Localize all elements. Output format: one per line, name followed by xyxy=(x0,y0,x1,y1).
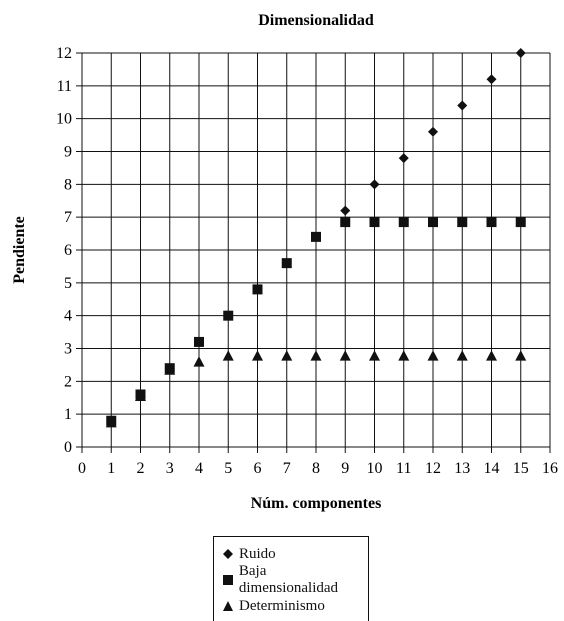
y-axis-label: Pendiente xyxy=(11,216,28,284)
square-marker-baja-dimensionalidad xyxy=(398,217,409,228)
triangle-marker-determinismo xyxy=(135,390,146,402)
triangle-marker-determinismo xyxy=(456,350,468,361)
legend-item-ruido: Ruido xyxy=(222,541,368,567)
x-tick-label: 6 xyxy=(254,460,262,477)
legend: Ruido Baja dimensionalidad Determinismo xyxy=(213,536,369,621)
x-tick-label: 8 xyxy=(312,460,320,477)
triangle-marker-determinismo xyxy=(369,350,380,361)
data-markers xyxy=(105,48,527,428)
x-tick-label: 11 xyxy=(396,460,411,477)
y-tick-label: 7 xyxy=(64,209,72,226)
triangle-marker-determinismo xyxy=(193,356,205,367)
square-icon xyxy=(222,573,234,587)
triangle-marker-determinismo xyxy=(222,350,234,361)
square-marker-baja-dimensionalidad xyxy=(194,336,204,347)
y-tick-label: 6 xyxy=(64,242,72,259)
triangle-marker-determinismo xyxy=(105,416,117,428)
triangle-marker-determinismo xyxy=(310,350,322,361)
y-tick-label: 11 xyxy=(57,78,72,95)
x-tick-label: 0 xyxy=(78,460,86,477)
y-tick-label: 10 xyxy=(56,111,72,128)
legend-label-ruido: Ruido xyxy=(239,545,276,562)
y-tick-label: 1 xyxy=(64,406,72,423)
diamond-marker-ruido xyxy=(398,153,409,164)
y-tick-label: 4 xyxy=(64,308,72,325)
chart-title: Dimensionalidad xyxy=(258,12,374,29)
diamond-marker-ruido xyxy=(369,179,380,190)
x-tick-label: 3 xyxy=(166,460,174,477)
x-tick-label: 16 xyxy=(542,460,558,477)
legend-item-baja-dimensionalidad: Baja dimensionalidad xyxy=(222,563,368,596)
square-marker-baja-dimensionalidad xyxy=(340,217,351,228)
triangle-marker-determinismo xyxy=(515,350,527,361)
triangle-marker-determinismo xyxy=(339,350,351,361)
y-tick-label: 3 xyxy=(64,341,72,358)
grid xyxy=(76,52,551,453)
x-tick-label: 9 xyxy=(341,460,349,477)
diamond-marker-ruido xyxy=(457,100,468,111)
x-tick-label: 10 xyxy=(367,460,383,477)
square-marker-baja-dimensionalidad xyxy=(428,217,438,228)
y-tick-label: 8 xyxy=(64,176,72,193)
x-tick-label: 14 xyxy=(484,460,500,477)
triangle-marker-determinismo xyxy=(398,350,410,361)
x-tick-label: 2 xyxy=(137,460,145,477)
diamond-marker-ruido xyxy=(340,205,351,216)
x-tick-label: 7 xyxy=(283,460,291,477)
x-tick-label: 13 xyxy=(454,460,470,477)
square-marker-baja-dimensionalidad xyxy=(252,284,263,295)
diamond-marker-ruido xyxy=(515,48,526,58)
diamond-icon xyxy=(222,547,234,561)
square-marker-baja-dimensionalidad xyxy=(281,258,292,269)
diamond-marker-ruido xyxy=(428,126,438,137)
triangle-marker-determinismo xyxy=(486,350,497,361)
triangle-marker-determinismo xyxy=(281,350,293,361)
square-marker-baja-dimensionalidad xyxy=(457,217,468,228)
legend-label-baja-dimensionalidad: Baja dimensionalidad xyxy=(238,563,339,596)
y-tick-label: 0 xyxy=(64,439,72,456)
y-tick-label: 2 xyxy=(64,373,72,390)
x-tick-label: 15 xyxy=(513,460,529,477)
x-tick-label: 12 xyxy=(425,460,441,477)
square-marker-baja-dimensionalidad xyxy=(369,217,380,228)
square-marker-baja-dimensionalidad xyxy=(223,310,234,321)
x-tick-label: 4 xyxy=(195,460,203,477)
square-marker-baja-dimensionalidad xyxy=(515,217,526,228)
triangle-icon xyxy=(222,599,234,613)
legend-item-determinismo: Determinismo xyxy=(222,593,368,619)
y-tick-label: 12 xyxy=(56,45,72,62)
chart-svg: Dimensionalidad 0 1 2 3 4 5 6 7 8 9 10 11 12 13 14 15 16… xyxy=(11,12,558,512)
triangle-marker-determinismo xyxy=(164,364,176,375)
legend-label-determinismo: Determinismo xyxy=(239,597,325,614)
square-marker-baja-dimensionalidad xyxy=(311,231,321,242)
triangle-marker-determinismo xyxy=(252,350,263,361)
diamond-marker-ruido xyxy=(486,74,497,85)
triangle-marker-determinismo xyxy=(427,350,439,361)
square-marker-baja-dimensionalidad xyxy=(486,217,497,228)
y-tick-label: 5 xyxy=(64,275,72,292)
x-axis-label: Núm. componentes xyxy=(251,495,382,512)
x-tick-label: 1 xyxy=(107,460,115,477)
y-tick-label: 9 xyxy=(64,144,72,161)
x-tick-label: 5 xyxy=(224,460,232,477)
